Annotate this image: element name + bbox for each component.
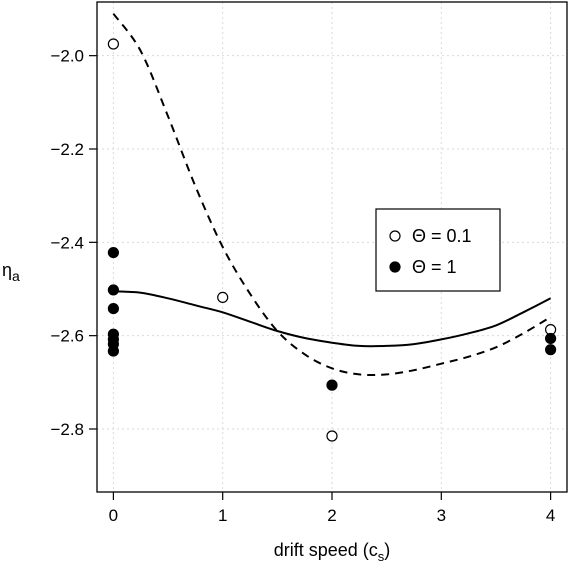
data-point-filled [107, 303, 119, 315]
y-tick-label: −2.4 [50, 233, 84, 252]
x-axis-title: drift speed (cs) [274, 540, 391, 564]
y-axis-title: ηa [2, 260, 20, 284]
data-point-open [107, 38, 119, 50]
x-tick-label: 1 [218, 506, 227, 525]
data-point-filled [545, 332, 557, 345]
y-tick-label: −2.8 [50, 420, 84, 439]
data-point-filled [326, 379, 338, 391]
data-point-open [326, 430, 338, 442]
fit-curve-dashed [112, 13, 552, 377]
data-point-filled [107, 345, 119, 357]
x-tick-label: 3 [437, 506, 446, 525]
legend-label-theta-0-1: Θ = 0.1 [412, 226, 472, 246]
y-tick-label: −2.0 [50, 47, 84, 66]
legend: Θ = 0.1 Θ = 1 [375, 208, 501, 292]
legend-marker-filled-circle [389, 261, 401, 273]
data-point-filled [107, 284, 119, 296]
legend-marker-open-circle [389, 230, 401, 242]
fit-curve-solid [113, 290, 552, 348]
data-point-open [217, 291, 229, 303]
data-point-filled [545, 344, 557, 356]
x-tick-label: 0 [109, 506, 118, 525]
data-point-filled [107, 247, 119, 259]
x-axis: 0 1 2 3 4 [109, 492, 555, 525]
x-tick-label: 4 [546, 506, 555, 525]
legend-box [375, 208, 501, 292]
y-tick-label: −2.6 [50, 327, 84, 346]
fit-curves [112, 13, 552, 377]
y-tick-label: −2.2 [50, 140, 84, 159]
y-axis: −2.8 −2.6 −2.4 −2.2 −2.0 [50, 47, 97, 439]
data-points [107, 38, 557, 442]
x-tick-label: 2 [327, 506, 336, 525]
legend-label-theta-1: Θ = 1 [412, 257, 457, 277]
